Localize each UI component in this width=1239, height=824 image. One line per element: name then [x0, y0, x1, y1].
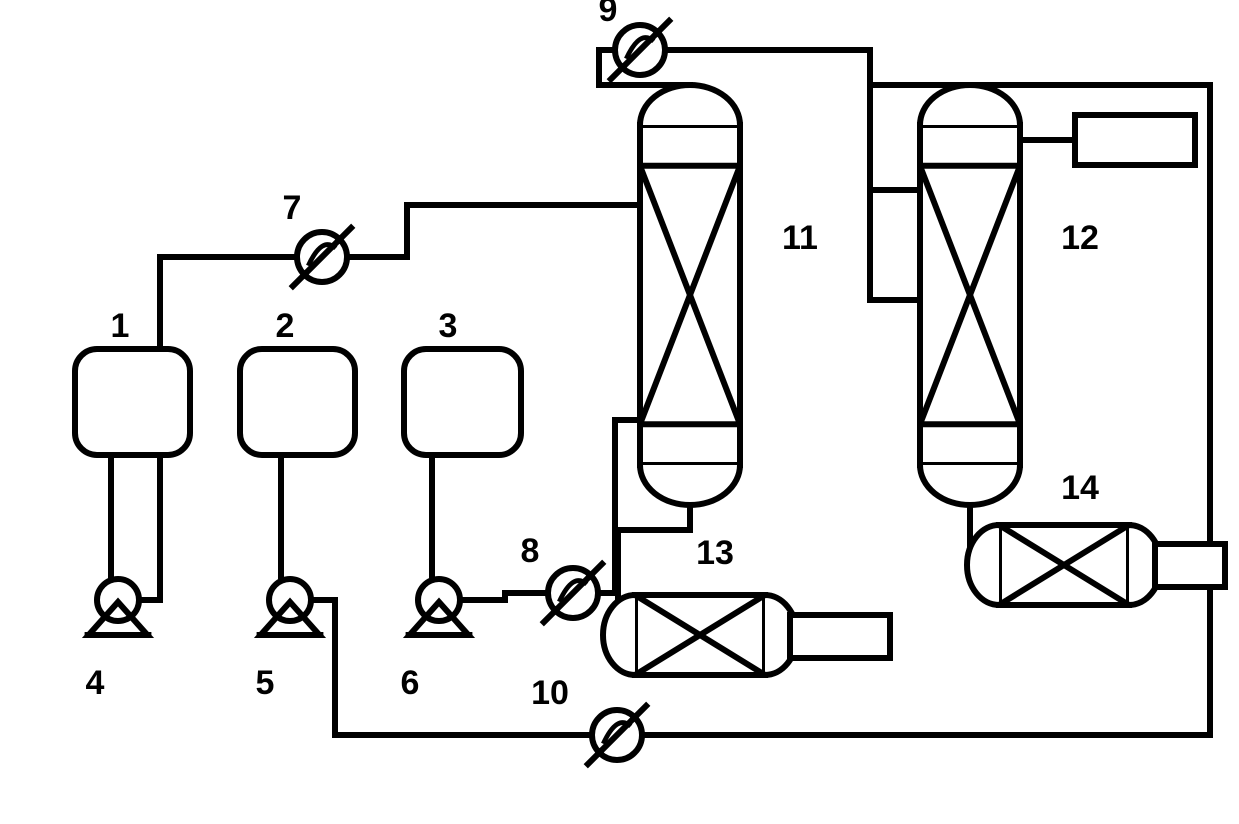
node-label-3: 3 [439, 307, 458, 345]
node-label-2: 2 [276, 307, 295, 345]
node-label-4: 4 [86, 664, 105, 702]
node-label-6: 6 [401, 664, 420, 702]
node-label-9: 9 [599, 0, 618, 29]
node-label-1: 1 [111, 307, 130, 345]
node-label-7: 7 [283, 189, 302, 227]
node-label-10: 10 [531, 674, 569, 712]
node-label-14: 14 [1061, 469, 1099, 507]
process-flow-diagram: 1234567891011121314 [0, 0, 1239, 824]
node-label-11: 11 [782, 219, 818, 257]
node-label-13: 13 [696, 534, 734, 572]
node-label-8: 8 [521, 532, 540, 570]
node-label-12: 12 [1061, 219, 1099, 257]
node-label-5: 5 [256, 664, 275, 702]
